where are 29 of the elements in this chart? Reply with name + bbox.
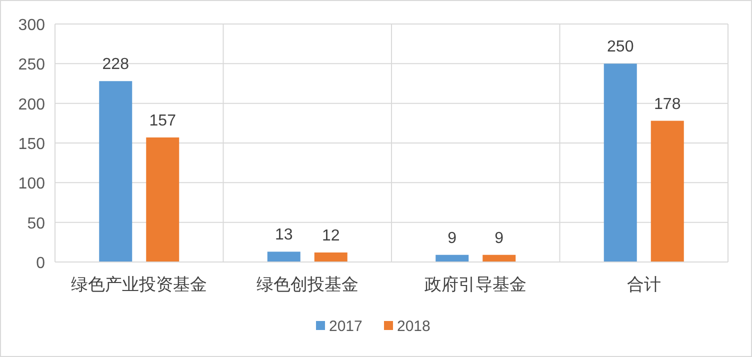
x-tick-label: 绿色产业投资基金 — [71, 275, 208, 294]
y-tick-label: 0 — [36, 255, 46, 272]
y-tick-label: 50 — [27, 215, 46, 232]
y-tick-label: 300 — [18, 17, 46, 34]
y-tick-label: 100 — [18, 176, 46, 193]
legend-label: 2018 — [397, 318, 430, 335]
bar — [99, 81, 132, 262]
y-tick-label: 200 — [18, 96, 46, 114]
data-label: 178 — [654, 96, 681, 113]
bar — [436, 254, 469, 262]
x-tick-label: 政府引导基金 — [424, 275, 527, 294]
bar — [482, 254, 516, 262]
data-label: 250 — [607, 38, 634, 56]
data-label: 9 — [448, 230, 457, 247]
data-label: 9 — [494, 230, 504, 247]
data-label: 12 — [322, 227, 340, 244]
data-label: 157 — [149, 112, 176, 130]
bar — [314, 252, 348, 262]
data-label: 228 — [102, 56, 130, 74]
bar — [146, 137, 180, 262]
y-tick-label: 250 — [18, 56, 46, 74]
data-label: 13 — [274, 226, 293, 244]
bar — [267, 252, 300, 262]
bar — [604, 64, 637, 262]
x-tick-label: 绿色创投基金 — [256, 275, 358, 294]
bar — [650, 120, 684, 262]
legend-label: 2017 — [329, 318, 362, 335]
y-tick-label: 150 — [18, 136, 46, 153]
x-tick-label: 合计 — [626, 275, 661, 294]
